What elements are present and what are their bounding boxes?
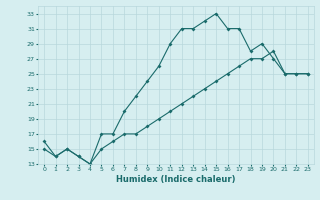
X-axis label: Humidex (Indice chaleur): Humidex (Indice chaleur) (116, 175, 236, 184)
